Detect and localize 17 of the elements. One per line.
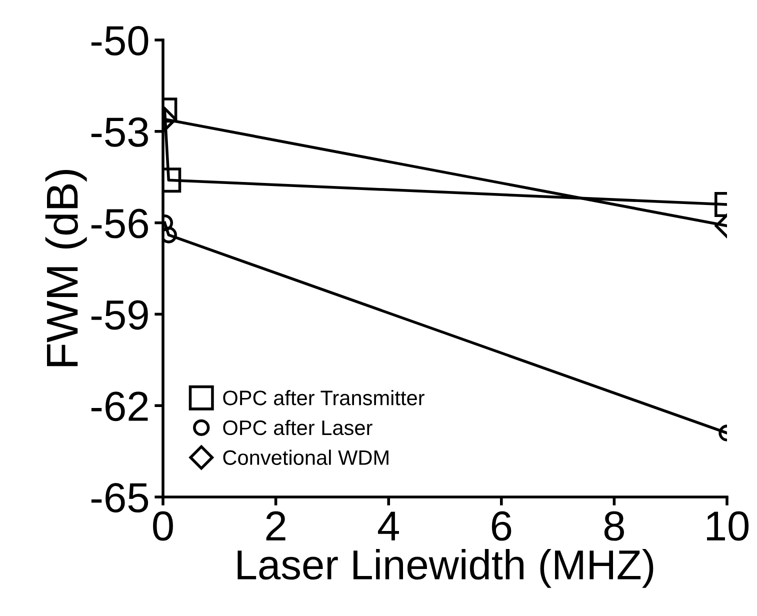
legend-label: OPC after Laser bbox=[223, 420, 372, 436]
legend-label: Convetional WDM bbox=[223, 450, 388, 465]
y-tick-label: -50 bbox=[91, 26, 148, 56]
y-tick-label: -59 bbox=[91, 300, 148, 330]
y-tick-label: -65 bbox=[91, 483, 148, 513]
x-tick-label: 8 bbox=[604, 511, 624, 541]
y-axis-title: FWM (dB) bbox=[45, 170, 87, 366]
x-tick-label: 10 bbox=[707, 511, 749, 541]
y-tick-label: -62 bbox=[91, 392, 148, 422]
x-tick-label: 0 bbox=[153, 511, 173, 541]
y-tick-label: -56 bbox=[91, 208, 148, 238]
x-tick-label: 4 bbox=[378, 512, 399, 540]
x-tick-label: 2 bbox=[266, 511, 286, 540]
y-tick-label: -53 bbox=[91, 117, 148, 147]
x-tick-label: 6 bbox=[492, 511, 512, 541]
x-axis-title: Laser Linewidth (MHZ) bbox=[238, 549, 654, 588]
legend-label: OPC after Transmitter bbox=[223, 390, 424, 406]
